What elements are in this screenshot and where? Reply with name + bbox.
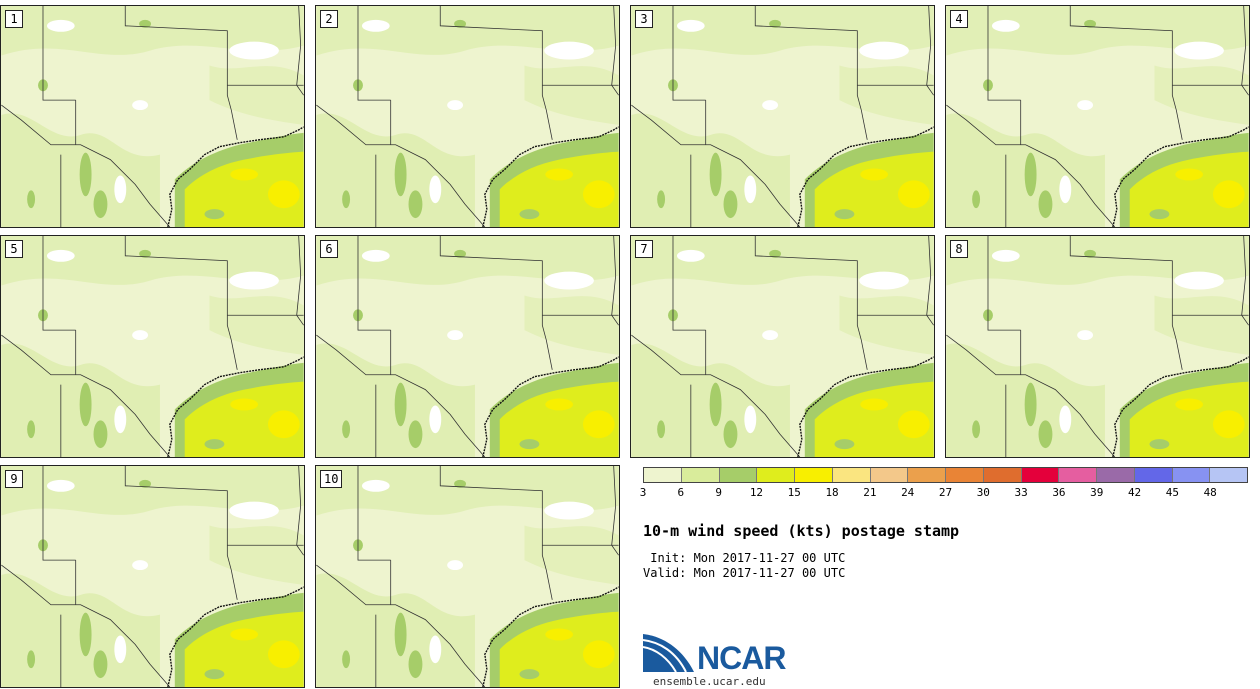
colorbar-tick-label: 21 [863, 486, 877, 499]
wind-map [316, 236, 619, 457]
colorbar-tick-label: 39 [1090, 486, 1104, 499]
colorbar-swatch [719, 468, 758, 482]
colorbar-tick-label: 12 [749, 486, 764, 499]
colorbar-swatch [1059, 468, 1097, 482]
colorbar-tick-label: 24 [901, 486, 915, 499]
member-label: 10 [320, 470, 343, 488]
logo-wordmark: NCAR [697, 640, 786, 676]
colorbar-swatch [644, 468, 682, 482]
wind-map [316, 6, 619, 227]
colorbar-swatch [1210, 468, 1247, 482]
colorbar-swatch [1134, 468, 1173, 482]
ensemble-member-panel: 9 [0, 465, 305, 688]
member-label: 6 [320, 240, 338, 258]
colorbar-ticks: 3 6 9 12 15 18 21 24 27 30 33 36 39 42 45 48 [639, 486, 1248, 500]
colorbar-swatch [870, 468, 909, 482]
colorbar-tick-label: 42 [1127, 486, 1142, 499]
ensemble-member-panel: 10 [315, 465, 620, 688]
ensemble-member-panel: 8 [945, 235, 1250, 458]
wind-map [1, 466, 304, 687]
init-time: Init: Mon 2017-11-27 00 UTC [643, 551, 846, 565]
ensemble-member-panel: 4 [945, 5, 1250, 228]
wind-map [316, 466, 619, 687]
colorbar-swatch [757, 468, 795, 482]
logo-url: ensemble.ucar.edu [653, 675, 766, 688]
ensemble-member-panel: 7 [630, 235, 935, 458]
ensemble-member-panel: 5 [0, 235, 305, 458]
wind-map [631, 236, 934, 457]
colorbar-swatch [681, 468, 720, 482]
wind-map [1, 236, 304, 457]
colorbar-tick-label: 33 [1014, 486, 1028, 499]
member-label: 8 [950, 240, 968, 258]
plot-title: 10-m wind speed (kts) postage stamp [643, 522, 960, 540]
wind-map [1, 6, 304, 227]
member-label: 4 [950, 10, 968, 28]
colorbar-tick-label: 9 [715, 486, 722, 499]
colorbar-swatch [795, 468, 833, 482]
colorbar-swatch [1097, 468, 1135, 482]
member-label: 3 [635, 10, 653, 28]
wind-map [946, 6, 1249, 227]
valid-time: Valid: Mon 2017-11-27 00 UTC [643, 566, 846, 580]
colorbar-swatch [1172, 468, 1211, 482]
ensemble-member-panel: 1 [0, 5, 305, 228]
colorbar-swatch [983, 468, 1022, 482]
member-label: 2 [320, 10, 338, 28]
colorbar-tick-label: 15 [787, 486, 801, 499]
colorbar-swatch [946, 468, 984, 482]
member-label: 5 [5, 240, 23, 258]
member-label: 1 [5, 10, 23, 28]
colorbar-swatch [1021, 468, 1060, 482]
colorbar-tick-label: 48 [1203, 486, 1217, 499]
wind-map [946, 236, 1249, 457]
wind-map [631, 6, 934, 227]
colorbar-tick-label: 45 [1165, 486, 1179, 499]
ensemble-member-panel: 3 [630, 5, 935, 228]
colorbar-tick-label: 6 [677, 486, 685, 499]
colorbar-tick-label: 27 [938, 486, 953, 499]
member-label: 7 [635, 240, 653, 258]
ensemble-member-panel: 6 [315, 235, 620, 458]
colorbar-tick-label: 3 [639, 486, 647, 499]
colorbar-swatch [832, 468, 871, 482]
colorbar-tick-label: 30 [976, 486, 990, 499]
ncar-logo-icon [642, 634, 694, 673]
colorbar-tick-label: 36 [1052, 486, 1066, 499]
member-label: 9 [5, 470, 23, 488]
colorbar-swatch [908, 468, 946, 482]
ensemble-member-panel: 2 [315, 5, 620, 228]
colorbar-tick-label: 18 [825, 486, 839, 499]
colorbar [643, 467, 1248, 483]
